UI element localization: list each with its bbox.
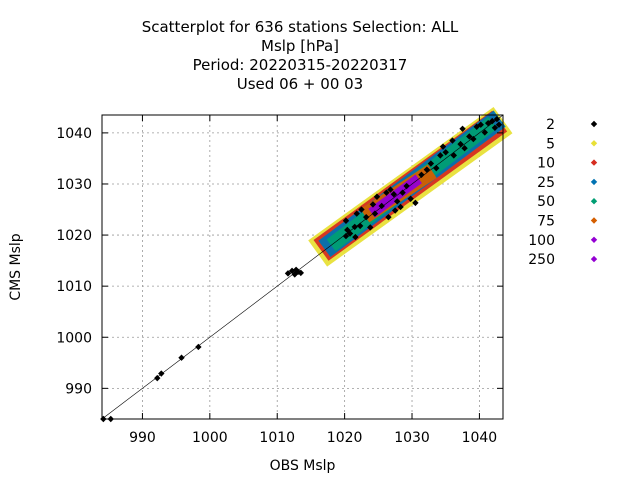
point-series-2 (423, 166, 431, 173)
legend-label: 25 (537, 175, 555, 191)
point-series-2 (383, 189, 390, 196)
point-series-2 (352, 233, 359, 241)
point-series-2 (459, 125, 466, 132)
point-series-2 (393, 198, 401, 205)
legend-label: 10 (537, 156, 555, 172)
legend-marker (590, 140, 598, 147)
point-series-2 (427, 160, 435, 167)
y-tick-label: 1030 (56, 177, 92, 193)
point-series-2 (344, 226, 351, 234)
point-series-2 (292, 266, 300, 274)
x-axis-ticks: 990 1000 1010 1020 1030 1040 (129, 115, 497, 446)
point-series-2 (491, 124, 499, 131)
x-tick-label: 1020 (327, 430, 363, 446)
plot-frame (101, 114, 504, 420)
y-tick-label: 1040 (56, 126, 92, 142)
y-axis-ticks: 990 1000 1010 1020 1030 1040 (56, 126, 503, 397)
point-series-2 (418, 171, 425, 178)
point-series-2 (346, 230, 354, 237)
point-series-2 (412, 199, 419, 207)
point-series-2 (399, 189, 406, 196)
title-line: Used 06 + 00 03 (237, 75, 363, 93)
point-series-2 (342, 232, 350, 240)
point-series-2 (466, 133, 473, 140)
point-series-2 (369, 201, 377, 208)
point-series-2 (367, 224, 374, 231)
point-series-2 (284, 270, 292, 277)
legend-marker (590, 178, 598, 186)
y-tick-label: 1000 (56, 330, 92, 346)
legend-label: 50 (537, 194, 555, 210)
legend-label: 75 (537, 214, 555, 230)
point-series-2 (178, 354, 185, 361)
point-series-2 (297, 269, 305, 277)
x-tick-label: 1030 (394, 430, 430, 446)
legend-label: 100 (528, 233, 555, 249)
x-tick-label: 1000 (192, 430, 228, 446)
legend-marker (590, 120, 598, 128)
point-series-2 (387, 186, 394, 193)
x-axis-label: OBS Mslp (270, 458, 336, 474)
point-series-2 (481, 129, 489, 136)
point-series-2 (373, 193, 381, 200)
point-series-2 (356, 222, 364, 230)
point-series-2 (371, 210, 379, 217)
point-series-2 (353, 210, 360, 217)
point-series-2 (407, 195, 414, 202)
point-series-2 (403, 182, 410, 190)
point-series-2 (385, 213, 392, 221)
point-series-2 (489, 117, 496, 125)
scatter-points (100, 115, 503, 423)
title-line: Mslp [hPa] (261, 37, 339, 55)
point-series-2 (449, 137, 456, 144)
point-series-2 (351, 223, 358, 231)
x-tick-label: 990 (129, 430, 156, 446)
point-series-2 (390, 190, 398, 198)
y-tick-label: 990 (65, 381, 92, 397)
title-line: Scatterplot for 636 stations Selection: … (142, 18, 459, 36)
point-series-2 (358, 206, 365, 213)
legend-label: 5 (546, 136, 555, 152)
point-series-2 (477, 121, 484, 128)
point-series-2 (378, 202, 385, 210)
legend-marker (590, 217, 598, 224)
point-series-2 (442, 149, 449, 156)
legend-label: 250 (528, 252, 555, 268)
legend-label: 2 (546, 117, 555, 133)
point-series-2 (493, 115, 501, 123)
legend-marker (590, 255, 598, 263)
point-series-2 (433, 164, 440, 172)
y-tick-label: 1020 (56, 228, 92, 244)
chart-title: Scatterplot for 636 stations Selection: … (142, 18, 459, 93)
point-series-2 (195, 343, 202, 351)
point-series-2 (439, 143, 447, 150)
title-line: Period: 20220315-20220317 (193, 56, 408, 74)
point-series-2 (158, 370, 165, 377)
point-series-2 (495, 121, 503, 128)
point-series-2 (362, 213, 370, 221)
x-tick-label: 1010 (259, 430, 295, 446)
legend-marker (590, 159, 598, 166)
legend-marker (590, 198, 598, 205)
point-series-2 (450, 152, 458, 159)
grid-lines (102, 115, 503, 419)
point-series-2 (437, 152, 444, 159)
legend-marker (590, 236, 598, 243)
point-series-2 (391, 207, 399, 214)
point-series-2 (342, 217, 350, 224)
point-series-2 (154, 374, 161, 382)
y-tick-label: 1010 (56, 279, 92, 295)
point-series-2 (397, 203, 404, 211)
x-tick-label: 1040 (462, 430, 498, 446)
point-series-2 (461, 145, 468, 152)
y-axis-label: CMS Mslp (8, 233, 24, 300)
point-series-2 (457, 140, 464, 148)
point-series-2 (470, 135, 477, 143)
